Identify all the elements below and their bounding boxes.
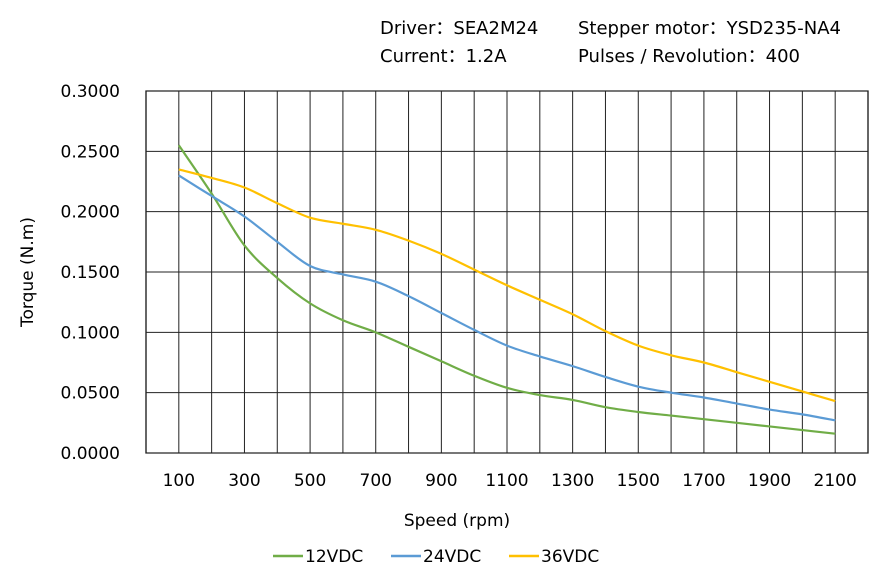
driver-label: Driver：SEA2M24 xyxy=(380,18,538,39)
series-line-12VDC xyxy=(177,144,836,435)
y-tick-label: 0.1000 xyxy=(61,323,120,343)
pulses-label: Pulses / Revolution：400 xyxy=(578,46,800,67)
y-tick-label: 0.2500 xyxy=(61,142,120,162)
x-tick-label: 900 xyxy=(425,471,457,491)
y-tick-label: 0.2000 xyxy=(61,203,120,223)
series-line-24VDC xyxy=(178,174,836,422)
y-axis-label: Torque (N.m) xyxy=(18,217,38,328)
x-axis-label: Speed (rpm) xyxy=(404,511,510,531)
motor-label: Stepper motor：YSD235-NA4 xyxy=(578,18,841,39)
x-tick-label: 1900 xyxy=(748,471,791,491)
x-tick-label: 2100 xyxy=(814,471,857,491)
x-tick-label: 1700 xyxy=(682,471,725,491)
legend-label: 36VDC xyxy=(541,547,599,567)
x-tick-label: 1500 xyxy=(617,471,660,491)
y-tick-label: 0.1500 xyxy=(61,263,120,283)
current-label: Current：1.2A xyxy=(380,46,507,67)
series-line-36VDC xyxy=(178,168,836,403)
y-tick-label: 0.0500 xyxy=(61,384,120,404)
y-tick-label: 0.0000 xyxy=(61,444,120,464)
x-tick-label: 1300 xyxy=(551,471,594,491)
legend-label: 24VDC xyxy=(423,547,481,567)
x-tick-label: 1100 xyxy=(485,471,528,491)
y-tick-label: 0.3000 xyxy=(61,82,120,102)
x-tick-label: 700 xyxy=(360,471,392,491)
x-tick-label: 100 xyxy=(163,471,195,491)
legend-label: 12VDC xyxy=(305,547,363,567)
x-tick-label: 300 xyxy=(228,471,260,491)
x-tick-label: 500 xyxy=(294,471,326,491)
